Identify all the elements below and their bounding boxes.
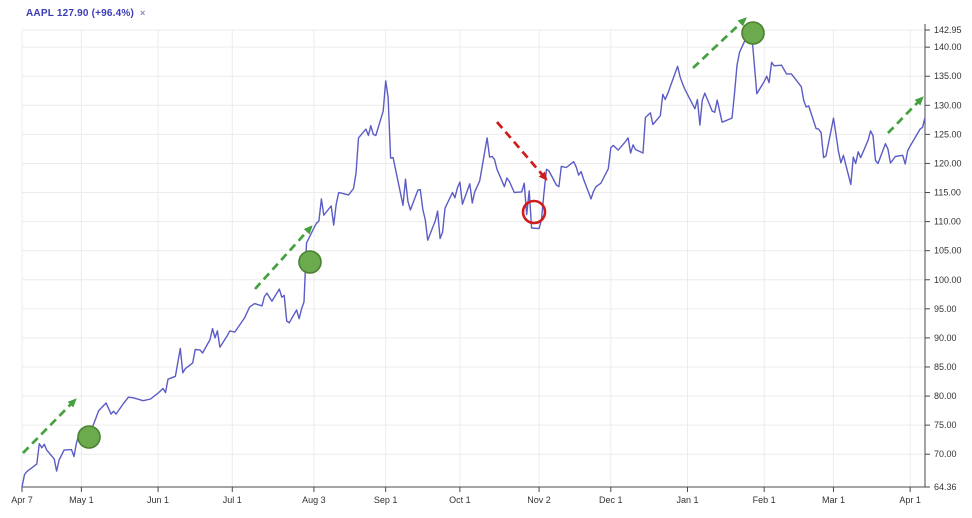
x-tick-label: Feb 1 — [753, 495, 776, 505]
y-tick-label: 95.00 — [934, 304, 957, 314]
uptrend-arrow — [253, 225, 313, 290]
x-tick-label: May 1 — [69, 495, 94, 505]
symbol-price-label: AAPL 127.90 (+96.4%) — [26, 8, 135, 19]
gridlines — [21, 29, 925, 487]
x-tick-label: Nov 2 — [527, 495, 551, 505]
y-tick-label: 125.00 — [934, 129, 962, 139]
y-tick-label: 70.00 — [934, 449, 957, 459]
y-tick-label: 105.00 — [934, 246, 962, 256]
y-tick-label: 120.00 — [934, 158, 962, 168]
axes — [22, 24, 926, 488]
symbol-legend: AAPL 127.90 (+96.4%) × — [26, 8, 146, 19]
x-tick-label: Apr 1 — [899, 495, 921, 505]
x-tick-label: Mar 1 — [822, 495, 845, 505]
y-tick-label: 110.00 — [934, 217, 961, 227]
y-tick-label: 140.00 — [934, 42, 962, 52]
y-tick-label: 142.95 — [934, 25, 962, 35]
uptrend-arrow — [22, 398, 77, 454]
price-line — [21, 33, 926, 488]
x-tick-label: Apr 7 — [11, 495, 33, 505]
uptrend-arrow — [692, 17, 747, 69]
y-tick-label: 135.00 — [934, 71, 962, 81]
x-tick-label: Dec 1 — [599, 495, 623, 505]
y-tick-label: 115.00 — [934, 188, 961, 198]
x-tick-label: Jul 1 — [223, 495, 242, 505]
signal-point-marker — [77, 425, 101, 449]
alert-circle-marker — [521, 199, 547, 225]
y-axis-ticks: 142.95 140.00 135.00 130.00 125.00 120.00 115.… — [925, 25, 962, 492]
signal-point-marker — [298, 250, 322, 274]
x-tick-label: Jan 1 — [676, 495, 698, 505]
y-tick-label: 90.00 — [934, 333, 957, 343]
y-tick-label: 100.00 — [934, 275, 962, 285]
x-tick-label: Oct 1 — [449, 495, 471, 505]
y-tick-label: 75.00 — [934, 420, 957, 430]
y-tick-label: 80.00 — [934, 391, 957, 401]
uptrend-arrow — [887, 96, 924, 134]
signal-point-marker — [741, 21, 765, 45]
x-tick-label: Aug 3 — [302, 495, 326, 505]
x-tick-label: Sep 1 — [374, 495, 398, 505]
y-tick-label: 85.00 — [934, 362, 957, 372]
x-axis-ticks: Apr 7 May 1 Jun 1 Jul 1 Aug 3 Sep 1 Oct 1 Nov 2… — [11, 487, 921, 505]
x-tick-label: Jun 1 — [147, 495, 169, 505]
legend-close-icon[interactable]: × — [140, 8, 146, 18]
y-tick-label: 64.36 — [934, 482, 957, 492]
trend-annotations — [22, 17, 924, 454]
y-tick-label: 130.00 — [934, 100, 962, 110]
